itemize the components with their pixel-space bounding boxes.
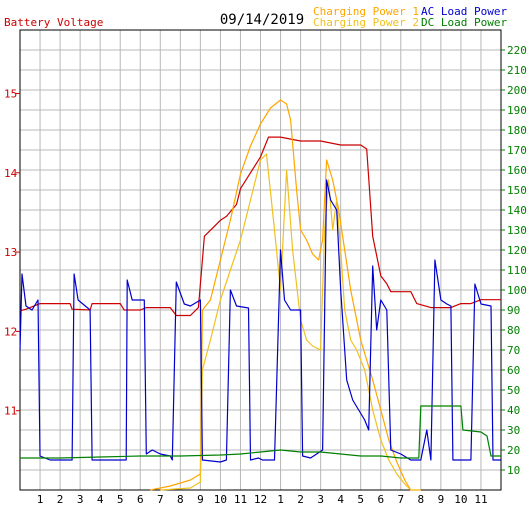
right-tick-label: 160 xyxy=(507,164,527,177)
right-tick-label: 40 xyxy=(507,404,520,417)
right-tick-label: 140 xyxy=(507,204,527,217)
legend-charging-power-2: Charging Power 2 xyxy=(313,16,419,29)
x-tick-label: 5 xyxy=(117,493,124,506)
x-tick-label: 11 xyxy=(234,493,247,506)
left-tick-label: 15 xyxy=(4,87,17,100)
left-axis-ticks: 11 12 13 14 15 xyxy=(4,87,20,418)
x-tick-label: 2 xyxy=(297,493,304,506)
x-axis-ticks: 1 2 3 4 5 6 7 8 9 10 11 12 1 2 3 4 5 6 7 8 9 10 11 xyxy=(37,493,488,506)
x-tick-label: 6 xyxy=(137,493,144,506)
series-lines xyxy=(19,99,501,491)
x-tick-label: 1 xyxy=(277,493,284,506)
x-tick-label: 6 xyxy=(377,493,384,506)
right-tick-label: 30 xyxy=(507,424,520,437)
left-tick-label: 14 xyxy=(4,167,18,180)
x-tick-label: 11 xyxy=(474,493,487,506)
series-line-battery-voltage xyxy=(19,136,501,317)
x-tick-label: 2 xyxy=(57,493,64,506)
right-tick-label: 100 xyxy=(507,284,527,297)
series-line-charging-power-2 xyxy=(160,153,421,491)
x-tick-label: 8 xyxy=(418,493,425,506)
right-axis-ticks: 10 20 30 40 50 60 70 80 90 100 110 120 130 140 150 160 1… xyxy=(501,44,527,477)
legend-dc-load-power: DC Load Power xyxy=(421,16,507,29)
right-tick-label: 130 xyxy=(507,224,527,237)
right-tick-label: 220 xyxy=(507,44,527,57)
right-tick-label: 170 xyxy=(507,144,527,157)
left-tick-label: 11 xyxy=(4,405,17,418)
right-tick-label: 200 xyxy=(507,84,527,97)
right-tick-label: 120 xyxy=(507,244,527,257)
right-tick-label: 110 xyxy=(507,264,527,277)
left-tick-label: 13 xyxy=(4,246,17,259)
x-tick-label: 5 xyxy=(357,493,364,506)
right-tick-label: 150 xyxy=(507,184,527,197)
left-axis-label: Battery Voltage xyxy=(4,16,103,29)
x-tick-label: 7 xyxy=(157,493,164,506)
series-line-ac-load-power xyxy=(19,179,501,463)
right-tick-label: 210 xyxy=(507,64,527,77)
right-tick-label: 50 xyxy=(507,384,520,397)
right-tick-label: 180 xyxy=(507,124,527,137)
x-tick-label: 10 xyxy=(214,493,227,506)
left-tick-label: 12 xyxy=(4,325,17,338)
x-tick-label: 8 xyxy=(177,493,184,506)
x-tick-label: 4 xyxy=(97,493,104,506)
x-tick-label: 9 xyxy=(197,493,204,506)
x-tick-label: 4 xyxy=(337,493,344,506)
legend-charging-power-1: Charging Power 1 xyxy=(313,5,419,18)
right-tick-label: 20 xyxy=(507,444,520,457)
plot-frame xyxy=(19,29,502,491)
right-tick-label: 80 xyxy=(507,324,520,337)
chart-title-date: 09/14/2019 xyxy=(220,12,304,28)
right-tick-label: 70 xyxy=(507,344,520,357)
right-tick-label: 60 xyxy=(507,364,520,377)
series-line-charging-power-1 xyxy=(150,99,421,491)
x-tick-label: 1 xyxy=(37,493,44,506)
x-tick-label: 10 xyxy=(454,493,467,506)
legend-ac-load-power: AC Load Power xyxy=(421,5,507,18)
x-tick-label: 3 xyxy=(317,493,324,506)
right-tick-label: 90 xyxy=(507,304,520,317)
right-tick-label: 10 xyxy=(507,464,520,477)
x-tick-label: 3 xyxy=(77,493,84,506)
x-tick-label: 7 xyxy=(397,493,404,506)
x-tick-label: 9 xyxy=(438,493,445,506)
x-tick-label: 12 xyxy=(254,493,267,506)
series-line-dc-load-power xyxy=(20,405,501,459)
right-tick-label: 190 xyxy=(507,104,527,117)
